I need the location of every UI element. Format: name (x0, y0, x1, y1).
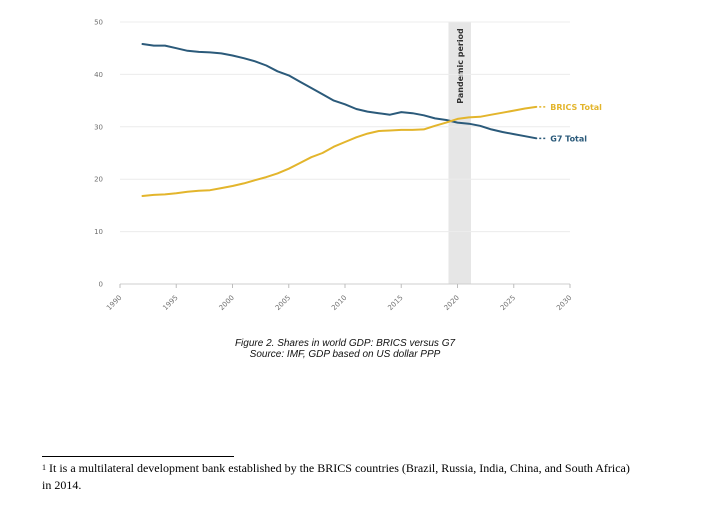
x-tick-label: 2010 (330, 294, 348, 312)
y-tick-label: 0 (99, 281, 103, 289)
brics-total-label: BRICS Total (550, 103, 602, 112)
figure-caption: Figure 2. Shares in world GDP: BRICS ver… (150, 338, 540, 360)
x-tick-label: 2005 (274, 294, 292, 312)
pandemic-band (448, 22, 471, 284)
g7-total-label: G7 Total (550, 134, 587, 143)
x-tick-label: 1990 (105, 294, 123, 312)
caption-title: Figure 2. Shares in world GDP: BRICS ver… (234, 338, 456, 349)
footnote-text: It is a multilateral development bank es… (42, 461, 630, 492)
caption-source: Source: IMF, GDP based on US dollar PPP (249, 349, 441, 360)
pandemic-band-layer: Pandemic period (448, 22, 471, 284)
pandemic-label: Pandemic period (456, 28, 465, 104)
y-tick-label: 10 (94, 228, 103, 236)
brics-total-line (141, 105, 538, 197)
g7-total-line (141, 43, 538, 140)
y-tick-label: 50 (94, 19, 103, 27)
series-layer (141, 43, 538, 197)
x-tick-label: 2000 (218, 294, 236, 312)
x-tick-label: 2025 (499, 294, 517, 312)
footnote: 1 It is a multilateral development bank … (42, 460, 642, 494)
y-tick-label: 20 (94, 176, 103, 184)
y-tick-label: 30 (94, 123, 103, 131)
x-tick-label: 2030 (555, 294, 573, 312)
y-tick-label: 40 (94, 71, 103, 79)
x-tick-label: 1995 (161, 294, 179, 312)
footnote-marker: 1 (42, 463, 46, 472)
series-label-layer: G7 Total BRICS Total (539, 103, 602, 143)
x-tick-label: 2015 (386, 294, 404, 312)
grid-layer (120, 21, 570, 285)
x-tick-label: 2020 (443, 294, 461, 312)
footnote-divider (42, 456, 234, 457)
